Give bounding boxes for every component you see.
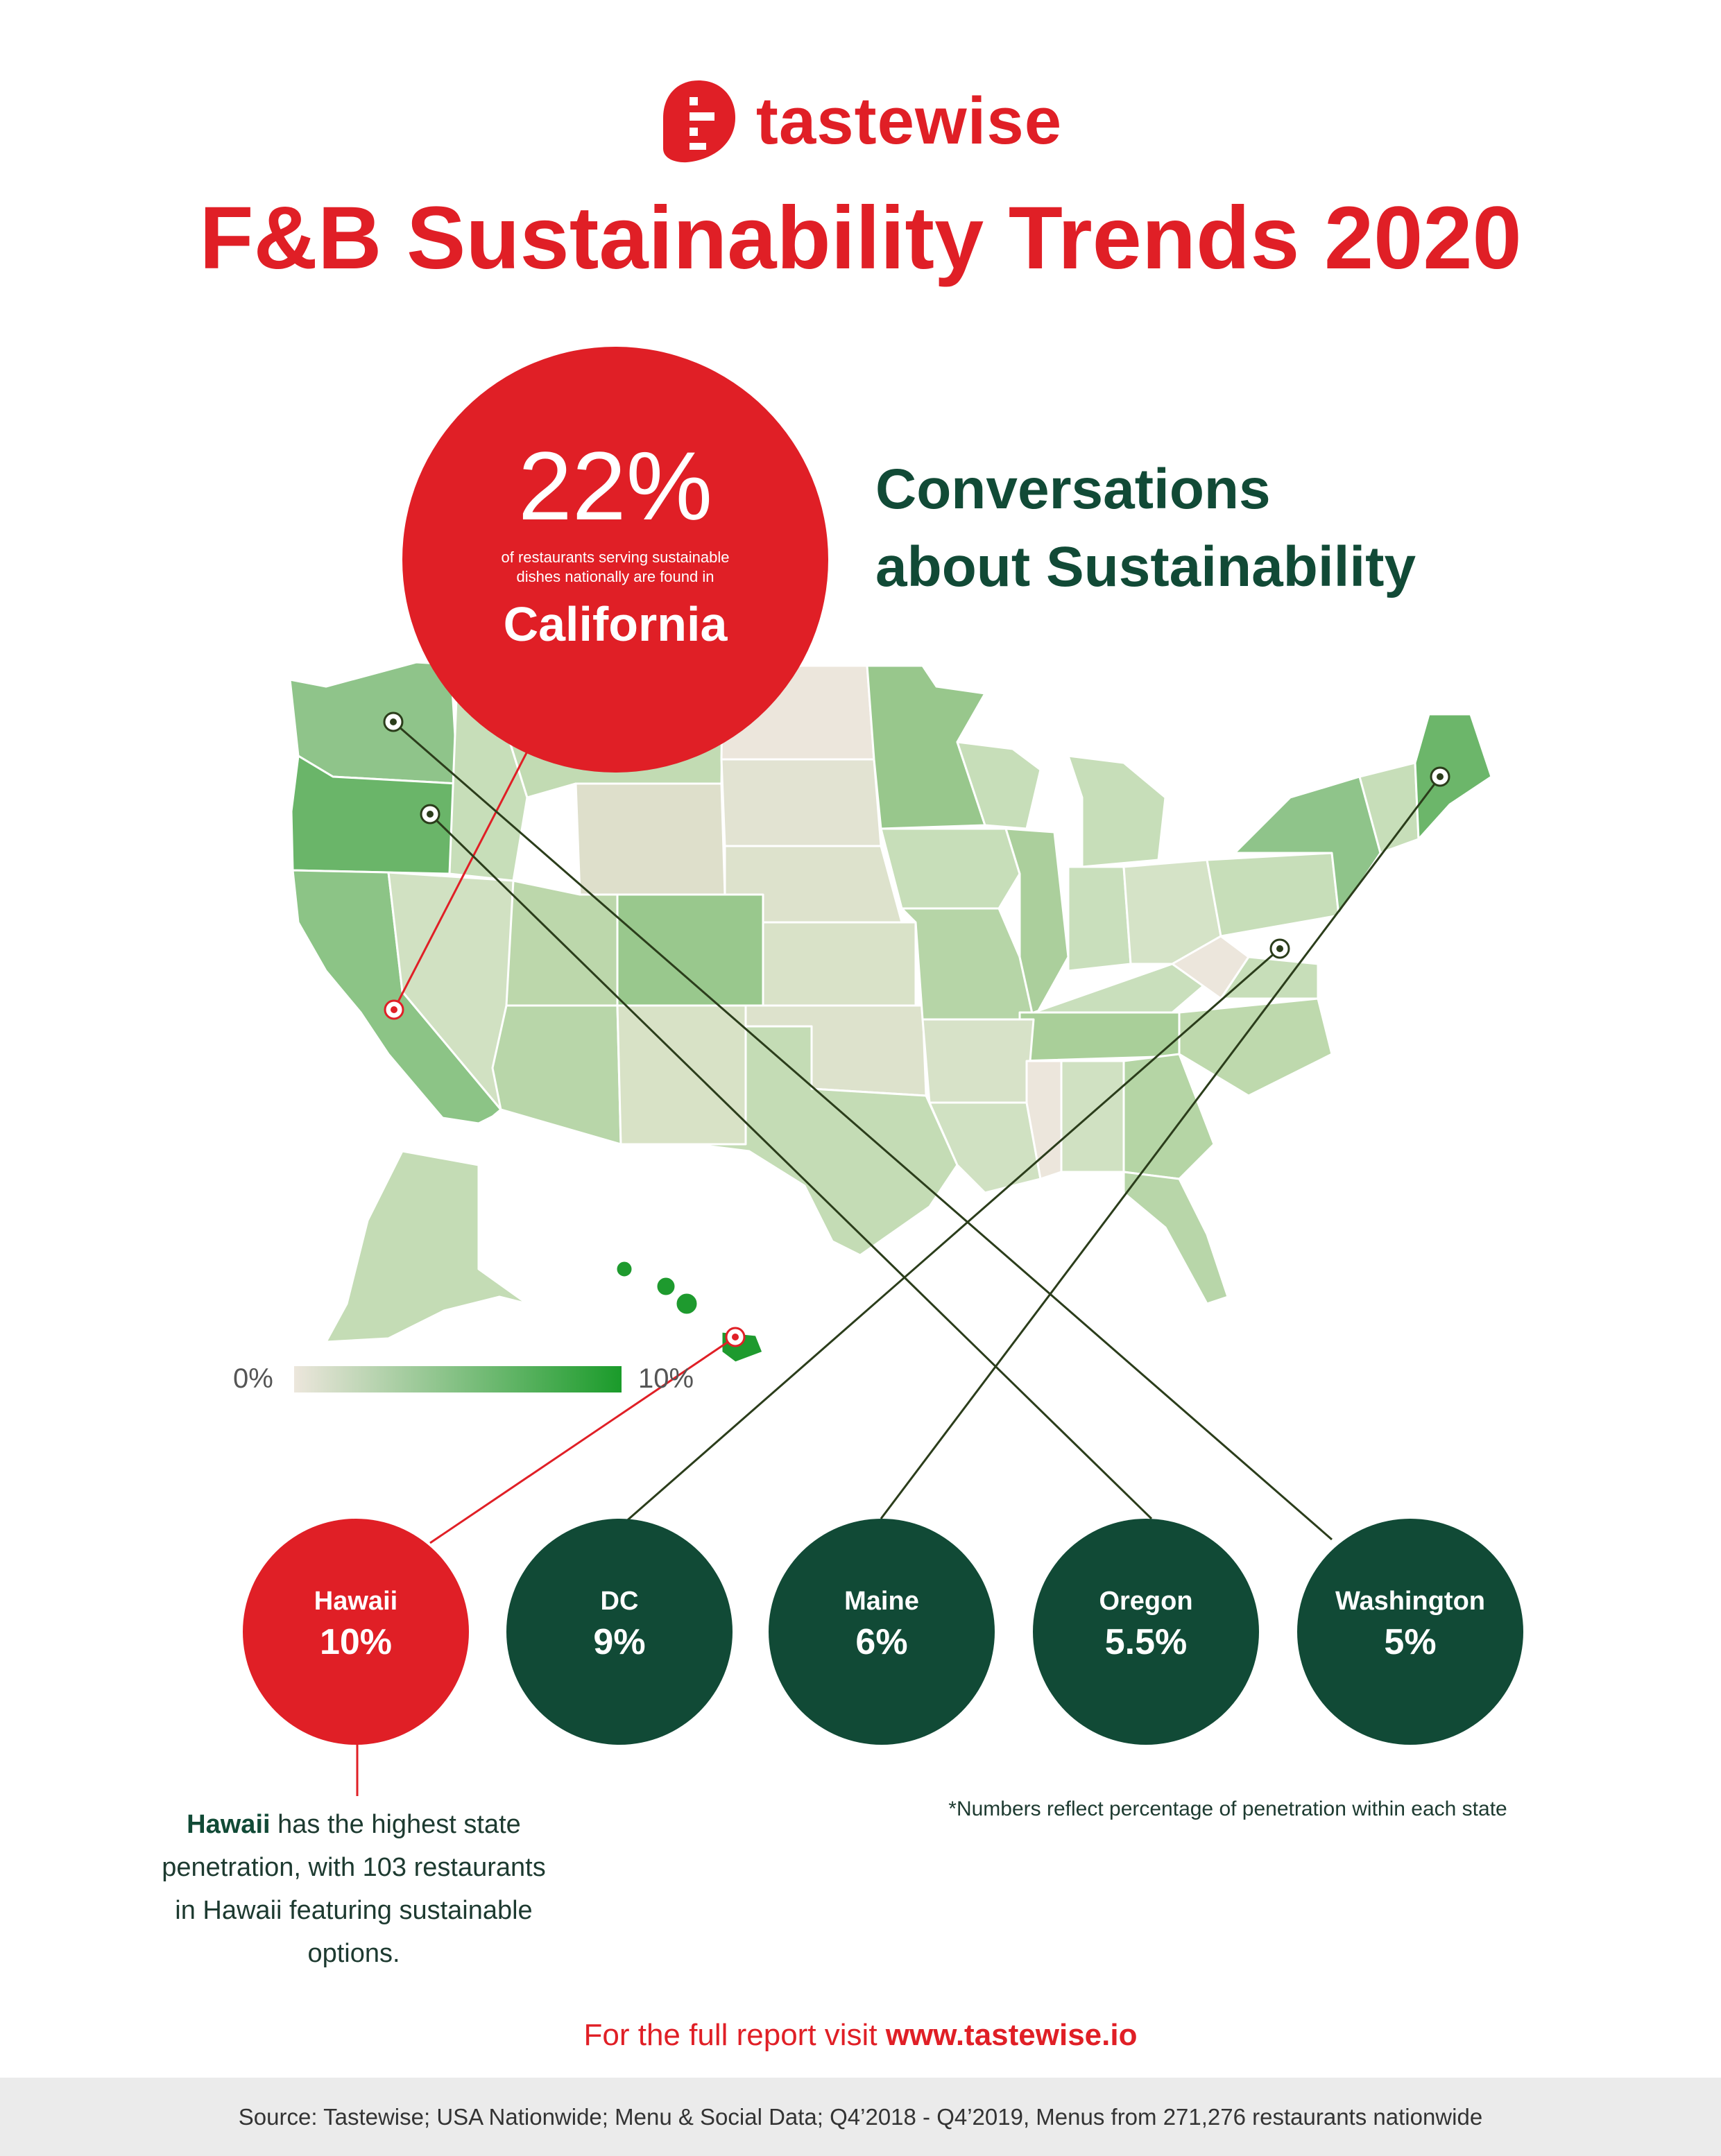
california-description: of restaurants serving sustainable dishe… [501,549,730,585]
brand-name: tastewise [755,84,1063,158]
state-value: 5% [1384,1622,1437,1662]
map-state-arizona [491,1004,622,1146]
marker-california [384,999,404,1020]
state-name: Washington [1335,1587,1485,1616]
california-highlight-circle: 22% of restaurants serving sustainable d… [402,347,828,773]
state-value: 5.5% [1104,1622,1188,1662]
cta-prefix: For the full report visit [583,2018,886,2052]
source-text: Source: Tastewise; USA Nationwide; Menu … [238,2104,1483,2130]
connector-maine [880,776,1441,1519]
state-circle-oregon: Oregon 5.5% [1033,1519,1259,1745]
tastewise-logo-icon [662,80,735,163]
state-name: DC [600,1587,639,1616]
california-state-name: California [503,597,728,651]
state-circle-maine: Maine 6% [769,1519,995,1745]
map-state-florida [1122,1171,1229,1305]
map-state-mississippi [1025,1060,1063,1180]
state-circle-dc: DC 9% [506,1519,733,1745]
state-name: Oregon [1099,1587,1193,1616]
brand-logo: tastewise [0,76,1721,166]
hawaii-note-text: has the highest state penetration, with … [162,1810,546,1968]
state-value: 10% [319,1622,393,1662]
state-value: 9% [593,1622,646,1662]
map-state-iowa [880,827,1021,910]
map-state-michigan [1067,754,1167,868]
marker-washington [383,712,404,732]
marker-dc [1269,938,1290,959]
cta-link[interactable]: www.tastewise.io [885,2018,1138,2052]
connector-dc [624,947,1281,1524]
map-state-texas [619,1025,959,1257]
source-bar: Source: Tastewise; USA Nationwide; Menu … [0,2078,1721,2156]
section-heading-line2: about Sustainability [875,535,1416,598]
map-state-louisiana [928,1101,1042,1194]
state-circle-washington: Washington 5% [1297,1519,1523,1745]
hawaii-note-bold: Hawaii [187,1810,271,1839]
state-name: Maine [844,1587,919,1616]
map-state-georgia [1122,1053,1215,1180]
marker-oregon [420,804,440,825]
map-state-hawaii-oahu [655,1275,677,1297]
section-heading-line1: Conversations [875,458,1271,521]
marker-hawaii [725,1327,746,1347]
map-state-maine [1414,713,1493,840]
marker-maine [1430,766,1450,787]
legend-min-label: 0% [233,1363,273,1394]
map-state-alaska [325,1150,529,1343]
section-heading: Conversations about Sustainability [875,451,1500,606]
map-state-wisconsin [956,741,1042,830]
page-title: F&B Sustainability Trends 2020 [199,189,1522,288]
map-state-hawaii-kauai [615,1259,634,1279]
state-circle-hawaii: Hawaii 10% [243,1519,469,1745]
state-value: 6% [855,1622,908,1662]
state-name: Hawaii [314,1587,398,1616]
legend-gradient-bar [294,1366,622,1392]
connector-hawaii [429,1336,736,1544]
california-percent: 22% [517,431,713,540]
cta: For the full report visit www.tastewise.… [0,2018,1721,2053]
hawaii-note: Hawaii has the highest state penetration… [160,1803,548,1975]
legend-max-label: 10% [638,1363,694,1394]
footnote: *Numbers reflect percentage of penetrati… [948,1797,1507,1820]
connector-california [393,724,542,1010]
connector-oregon [429,813,1153,1520]
map-state-virginia [1219,956,1319,1000]
connector-washington [393,721,1333,1541]
map-state-hawaii-maui [674,1291,699,1316]
